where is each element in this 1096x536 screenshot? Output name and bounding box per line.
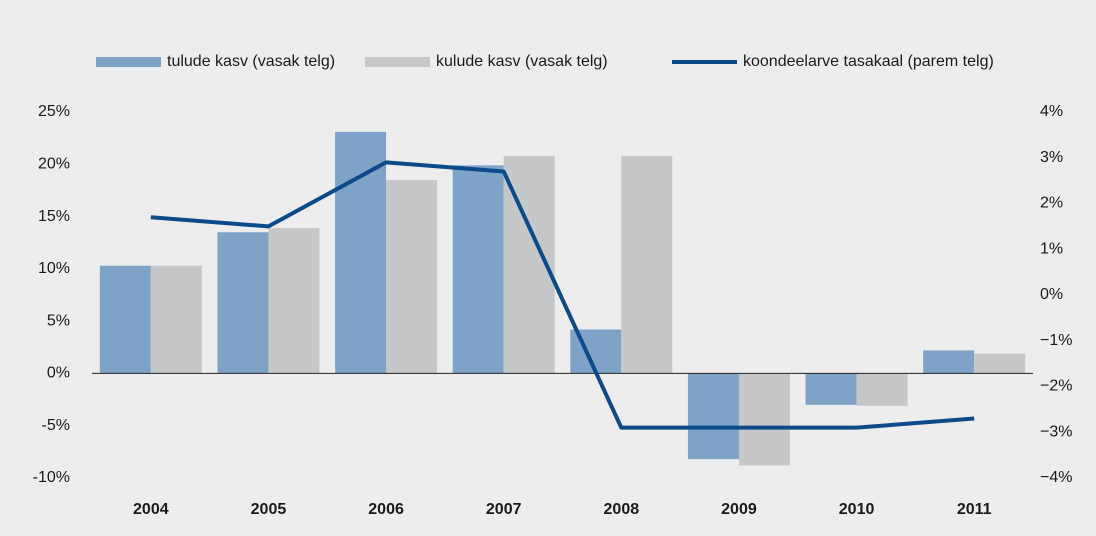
- x-tick-label: 2006: [368, 501, 404, 518]
- y2-tick-label: −3%: [1040, 423, 1072, 440]
- y-tick-label: 5%: [47, 312, 70, 329]
- legend-swatch: [96, 57, 161, 67]
- x-tick-label: 2011: [957, 501, 992, 518]
- bar: [386, 179, 438, 374]
- bar: [99, 265, 151, 374]
- legend-label: koondeelarve tasakaal (parem telg): [743, 53, 994, 70]
- y2-tick-label: −4%: [1040, 469, 1072, 486]
- x-tick-label: 2009: [721, 501, 757, 518]
- bar: [738, 373, 790, 466]
- y2-tick-label: 2%: [1040, 195, 1063, 212]
- bar: [621, 155, 673, 374]
- x-tick-label: 2010: [839, 501, 875, 518]
- legend-label: tulude kasv (vasak telg): [167, 53, 335, 70]
- y-tick-label: -10%: [33, 469, 70, 486]
- y-tick-label: 25%: [38, 103, 70, 120]
- bar: [923, 350, 975, 374]
- bar: [217, 232, 269, 374]
- legend-label: kulude kasv (vasak telg): [436, 53, 608, 70]
- legend-swatch: [365, 57, 430, 67]
- line: [150, 160, 975, 430]
- bar: [268, 228, 320, 374]
- y2-tick-label: −1%: [1040, 332, 1072, 349]
- y-tick-label: 10%: [38, 260, 70, 277]
- bar: [150, 265, 202, 374]
- x-tick-label: 2007: [486, 501, 522, 518]
- bar: [687, 373, 739, 460]
- y2-tick-label: 1%: [1040, 240, 1063, 257]
- y-tick-label: -5%: [42, 417, 70, 434]
- x-tick-label: 2008: [604, 501, 640, 518]
- y-tick-label: 15%: [38, 208, 70, 225]
- bar: [974, 353, 1026, 374]
- bar: [335, 131, 387, 374]
- y2-tick-label: 0%: [1040, 286, 1063, 303]
- bar: [805, 373, 857, 405]
- bar: [452, 165, 504, 374]
- y-tick-label: 20%: [38, 156, 70, 173]
- y-tick-label: 0%: [47, 365, 70, 382]
- x-tick-label: 2005: [251, 501, 287, 518]
- x-tick-label: 2004: [133, 501, 169, 518]
- bar: [856, 373, 908, 406]
- y2-tick-label: 4%: [1040, 103, 1063, 120]
- y2-tick-label: 3%: [1040, 149, 1063, 166]
- y2-tick-label: −2%: [1040, 378, 1072, 395]
